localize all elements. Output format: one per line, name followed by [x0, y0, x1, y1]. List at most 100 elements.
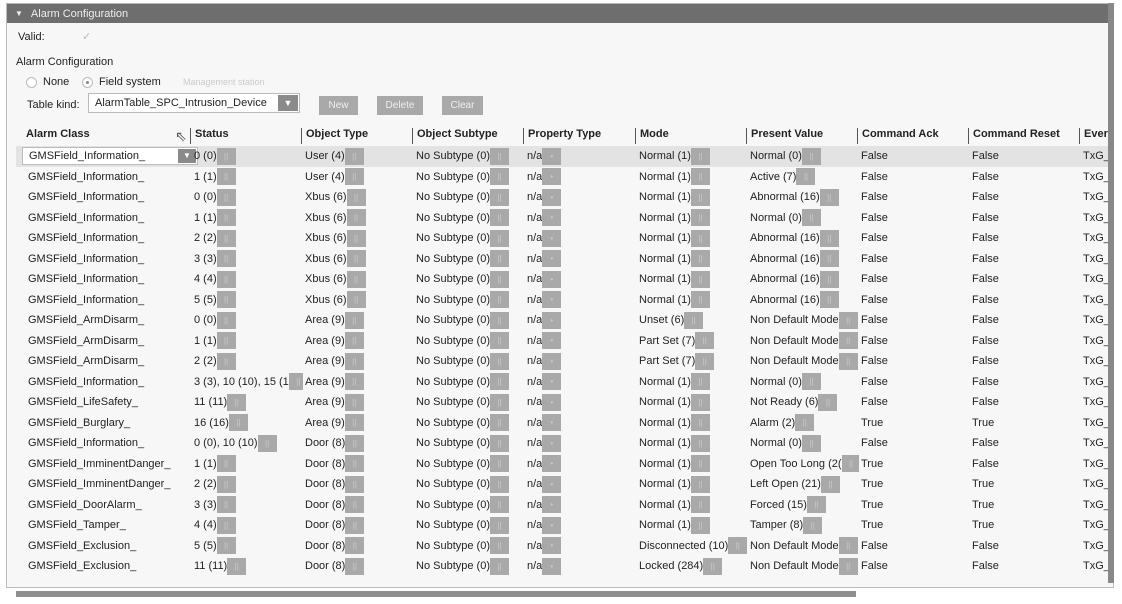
table-cell[interactable]: No Subtype (0) ||: [416, 290, 525, 310]
table-cell[interactable]: No Subtype (0) ||: [416, 515, 525, 535]
value-picker-icon[interactable]: ||: [489, 434, 509, 452]
table-cell[interactable]: Unset (6) ||: [639, 310, 748, 330]
table-cell[interactable]: False: [972, 146, 1081, 166]
table-cell[interactable]: No Subtype (0) ||: [416, 167, 525, 187]
table-cell[interactable]: GMSField_ArmDisarm_: [28, 331, 192, 351]
table-cell[interactable]: n/a •: [527, 290, 637, 310]
table-cell[interactable]: False: [861, 433, 970, 453]
value-picker-icon[interactable]: ||: [216, 188, 236, 206]
table-cell[interactable]: TxG_: [1083, 433, 1111, 453]
value-picker-icon[interactable]: ||: [489, 147, 509, 165]
value-picker-icon[interactable]: •: [542, 475, 562, 493]
table-cell[interactable]: No Subtype (0) ||: [416, 351, 525, 371]
table-cell[interactable]: Area (9) ||: [305, 413, 414, 433]
table-cell[interactable]: 1 (1) ||: [194, 167, 303, 187]
value-picker-icon[interactable]: ||: [684, 311, 704, 329]
value-picker-icon[interactable]: •: [542, 557, 562, 575]
table-cell[interactable]: TxG_: [1083, 310, 1111, 330]
value-picker-icon[interactable]: ||: [703, 557, 723, 575]
table-row[interactable]: GMSField_ImminentDanger_ 2 (2) || Door (8) |…: [16, 474, 1110, 495]
table-row[interactable]: GMSField_Information_ 1 (1) || Xbus (6) || No…: [16, 208, 1110, 229]
value-picker-icon[interactable]: •: [542, 147, 562, 165]
value-picker-icon[interactable]: ||: [346, 291, 366, 308]
table-cell[interactable]: False: [972, 454, 1081, 474]
table-cell[interactable]: False: [861, 351, 970, 371]
value-picker-icon[interactable]: ||: [257, 434, 277, 452]
value-picker-icon[interactable]: ||: [489, 557, 509, 575]
table-cell[interactable]: False: [861, 167, 970, 187]
table-kind-select[interactable]: AlarmTable_SPC_Intrusion_Device ▼: [88, 93, 300, 113]
table-cell[interactable]: TxG_: [1083, 556, 1111, 576]
table-cell[interactable]: Normal (1) ||: [639, 290, 748, 310]
table-cell[interactable]: False: [861, 228, 970, 248]
table-cell[interactable]: No Subtype (0) ||: [416, 556, 525, 576]
table-cell[interactable]: No Subtype (0) ||: [416, 249, 525, 269]
column-header[interactable]: Ever: [1079, 128, 1109, 144]
column-header[interactable]: Property Type: [523, 128, 635, 144]
value-picker-icon[interactable]: ||: [819, 250, 839, 267]
table-cell[interactable]: TxG_: [1083, 413, 1111, 433]
value-picker-icon[interactable]: •: [542, 516, 562, 534]
table-row[interactable]: GMSField_Burglary_ 16 (16) || Area (9) || No …: [16, 413, 1111, 434]
table-cell[interactable]: 5 (5) ||: [194, 536, 303, 556]
table-row[interactable]: GMSField_Tamper_ 4 (4) || Door (8) || No Subt…: [16, 515, 1110, 536]
chevron-down-icon[interactable]: ▼: [278, 95, 298, 111]
table-cell[interactable]: GMSField_Burglary_: [28, 413, 192, 433]
value-picker-icon[interactable]: ||: [216, 147, 236, 165]
value-picker-icon[interactable]: ||: [806, 496, 826, 513]
table-cell[interactable]: n/a •: [527, 167, 637, 187]
value-picker-icon[interactable]: ||: [489, 516, 509, 534]
table-cell[interactable]: Tamper (8) ||: [750, 515, 859, 535]
table-cell[interactable]: TxG_: [1083, 290, 1111, 310]
table-cell[interactable]: Door (8) ||: [305, 474, 414, 494]
table-cell[interactable]: No Subtype (0) ||: [416, 146, 525, 166]
table-cell[interactable]: GMSField_Information_: [28, 167, 192, 187]
value-picker-icon[interactable]: ||: [216, 311, 236, 329]
table-cell[interactable]: False: [972, 208, 1081, 228]
table-cell[interactable]: 3 (3) ||: [194, 249, 303, 269]
table-cell[interactable]: No Subtype (0) ||: [416, 413, 525, 433]
value-picker-icon[interactable]: ||: [216, 209, 236, 226]
value-picker-icon[interactable]: ||: [345, 496, 365, 513]
table-cell[interactable]: n/a •: [527, 269, 637, 289]
table-cell[interactable]: Open Too Long (2(||: [750, 454, 859, 474]
table-cell[interactable]: Xbus (6) ||: [305, 269, 414, 289]
table-cell[interactable]: n/a •: [527, 146, 637, 166]
value-picker-icon[interactable]: ||: [489, 373, 509, 390]
value-picker-icon[interactable]: •: [542, 455, 562, 472]
value-picker-icon[interactable]: ||: [345, 434, 365, 452]
table-cell[interactable]: Abnormal (16) ||: [750, 249, 859, 269]
table-cell[interactable]: GMSField_Information_: [28, 290, 192, 310]
value-picker-icon[interactable]: ||: [489, 291, 509, 308]
value-picker-icon[interactable]: ||: [690, 229, 710, 247]
value-picker-icon[interactable]: ||: [838, 537, 858, 554]
value-picker-icon[interactable]: ||: [838, 332, 858, 349]
value-picker-icon[interactable]: ||: [346, 229, 366, 247]
value-picker-icon[interactable]: ||: [344, 168, 364, 185]
table-cell[interactable]: Part Set (7) ||: [639, 351, 748, 371]
table-cell[interactable]: Alarm (2) ||: [750, 413, 859, 433]
table-cell[interactable]: Forced (15) ||: [750, 495, 859, 515]
table-cell[interactable]: User (4) ||: [305, 167, 414, 187]
table-cell[interactable]: GMSField_Information_ ▼: [22, 146, 198, 166]
table-cell[interactable]: n/a •: [527, 392, 637, 412]
table-cell[interactable]: GMSField_Information_: [28, 228, 192, 248]
table-cell[interactable]: False: [861, 290, 970, 310]
table-cell[interactable]: Abnormal (16) ||: [750, 187, 859, 207]
table-cell[interactable]: Xbus (6) ||: [305, 228, 414, 248]
table-cell[interactable]: 11 (11) ||: [194, 392, 303, 412]
column-header[interactable]: Object Subtype: [412, 128, 523, 144]
table-cell[interactable]: 3 (3) ||: [194, 495, 303, 515]
table-cell[interactable]: Abnormal (16) ||: [750, 228, 859, 248]
value-picker-icon[interactable]: ||: [227, 557, 247, 575]
delete-button[interactable]: Delete: [377, 96, 423, 115]
value-picker-icon[interactable]: ||: [344, 147, 364, 165]
table-cell[interactable]: Door (8) ||: [305, 536, 414, 556]
value-picker-icon[interactable]: ||: [819, 270, 839, 288]
table-cell[interactable]: No Subtype (0) ||: [416, 187, 525, 207]
table-cell[interactable]: Area (9) ||: [305, 310, 414, 330]
value-picker-icon[interactable]: ||: [216, 229, 236, 247]
table-cell[interactable]: False: [972, 331, 1081, 351]
value-picker-icon[interactable]: ||: [690, 516, 710, 534]
table-cell[interactable]: TxG_: [1083, 249, 1111, 269]
